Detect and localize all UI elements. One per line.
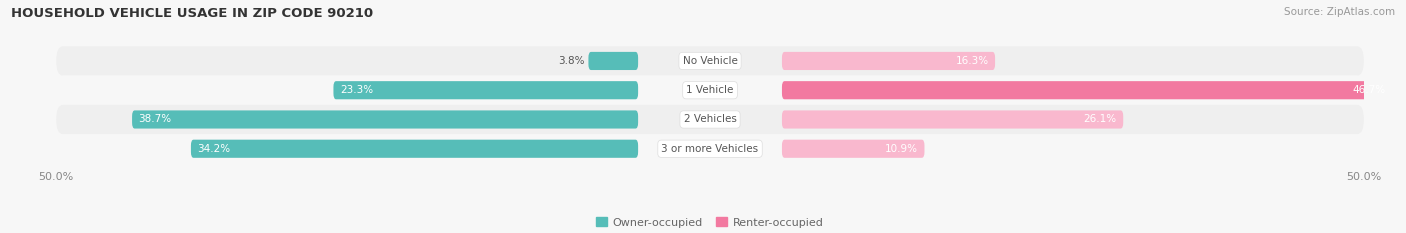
Text: 34.2%: 34.2% — [197, 144, 231, 154]
FancyBboxPatch shape — [191, 140, 638, 158]
Text: No Vehicle: No Vehicle — [682, 56, 738, 66]
FancyBboxPatch shape — [589, 52, 638, 70]
Text: 1 Vehicle: 1 Vehicle — [686, 85, 734, 95]
FancyBboxPatch shape — [132, 110, 638, 129]
Text: 46.7%: 46.7% — [1353, 85, 1386, 95]
FancyBboxPatch shape — [56, 46, 1364, 75]
FancyBboxPatch shape — [333, 81, 638, 99]
Text: 26.1%: 26.1% — [1084, 114, 1116, 124]
Text: 38.7%: 38.7% — [139, 114, 172, 124]
FancyBboxPatch shape — [782, 110, 1123, 129]
Text: Source: ZipAtlas.com: Source: ZipAtlas.com — [1284, 7, 1395, 17]
FancyBboxPatch shape — [782, 52, 995, 70]
Text: HOUSEHOLD VEHICLE USAGE IN ZIP CODE 90210: HOUSEHOLD VEHICLE USAGE IN ZIP CODE 9021… — [11, 7, 374, 20]
FancyBboxPatch shape — [56, 134, 1364, 163]
FancyBboxPatch shape — [56, 75, 1364, 105]
FancyBboxPatch shape — [782, 81, 1392, 99]
Text: 3.8%: 3.8% — [558, 56, 585, 66]
Text: 3 or more Vehicles: 3 or more Vehicles — [661, 144, 759, 154]
Text: 16.3%: 16.3% — [956, 56, 988, 66]
Text: 23.3%: 23.3% — [340, 85, 373, 95]
Text: 2 Vehicles: 2 Vehicles — [683, 114, 737, 124]
FancyBboxPatch shape — [56, 105, 1364, 134]
FancyBboxPatch shape — [782, 140, 925, 158]
Legend: Owner-occupied, Renter-occupied: Owner-occupied, Renter-occupied — [596, 217, 824, 228]
Text: 10.9%: 10.9% — [884, 144, 918, 154]
